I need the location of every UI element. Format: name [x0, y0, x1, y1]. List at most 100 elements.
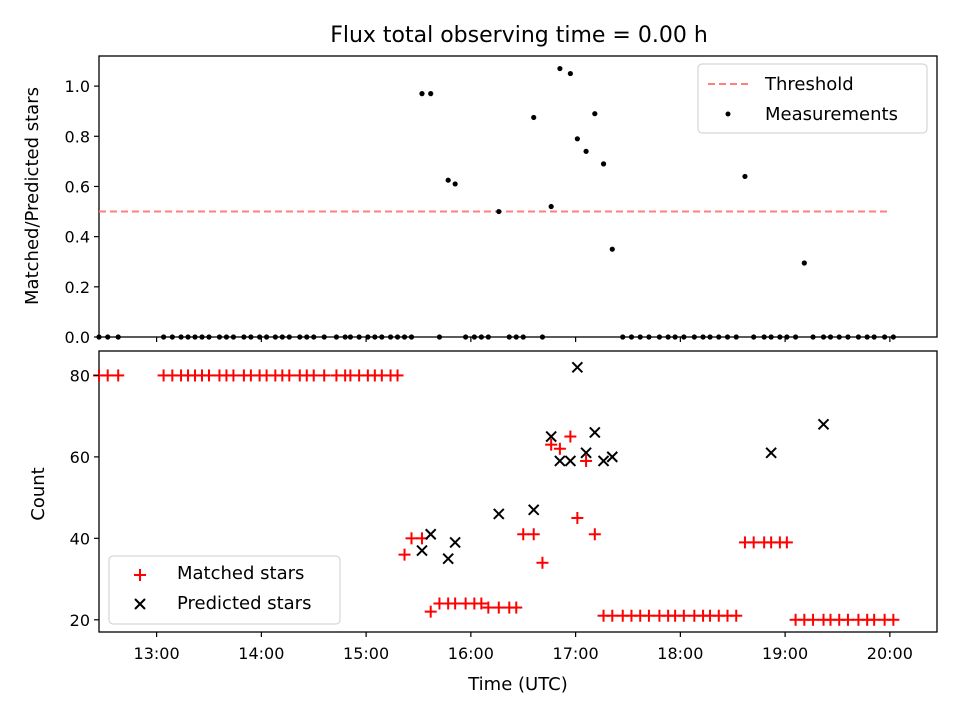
measurement-point [864, 334, 870, 340]
top-legend-box [697, 63, 928, 134]
matched-star-marker [588, 528, 601, 541]
measurement-point [436, 334, 443, 340]
legend-measurements-swatch [725, 111, 731, 117]
predicted-star-marker [817, 418, 830, 431]
measurement-point [557, 65, 563, 72]
measurement-point [394, 334, 401, 340]
matched-star-marker [517, 528, 530, 541]
measurement-point [115, 334, 121, 340]
measurement-point [801, 260, 807, 266]
measurement-point [248, 334, 254, 340]
matched-star-marker [227, 369, 240, 382]
measurement-point [372, 334, 378, 340]
bottom-x-tick-label: 15:00 [343, 644, 389, 663]
bottom-y-tick-label: 20 [70, 611, 90, 630]
bottom-x-tick-label: 18:00 [657, 644, 703, 663]
measurement-point [855, 334, 862, 340]
measurement-point [192, 334, 198, 340]
measurement-point [531, 114, 537, 121]
measurement-point [321, 334, 327, 340]
predicted-star-marker [597, 455, 610, 467]
predicted-star-marker [493, 508, 505, 520]
measurement-point [539, 334, 546, 340]
measurement-point [716, 334, 722, 340]
matched-star-marker [536, 556, 549, 569]
matched-star-marker [398, 548, 411, 561]
measurement-point [478, 334, 484, 340]
top-legend: Threshold Measurements [697, 63, 928, 134]
predicted-star-marker [528, 504, 540, 516]
predicted-star-marker [765, 447, 777, 459]
measurement-point [311, 334, 317, 340]
matched-star-marker [841, 613, 854, 626]
matched-star-marker [283, 369, 296, 382]
measurement-point [733, 334, 739, 340]
matched-star-marker [677, 609, 690, 622]
bottom-x-ticks: 13:00 14:00 15:00 16:00 17:00 18:00 19:00 20:00 [134, 632, 913, 663]
bottom-y-axis-label: Count [28, 467, 49, 520]
matched-star-marker [807, 613, 820, 626]
predicted-star-marker [416, 544, 428, 557]
measurement-point [628, 334, 635, 340]
legend-threshold-label: Threshold [764, 74, 854, 95]
measurement-point [445, 177, 451, 183]
measurement-point [272, 334, 278, 340]
measurement-point [820, 334, 827, 340]
measurement-point [520, 334, 526, 340]
matched-star-marker [510, 601, 523, 614]
measurement-point [230, 334, 237, 340]
matched-star-marker [606, 609, 619, 622]
matched-star-marker [747, 536, 760, 549]
top-y-ticks: 0.0 0.2 0.4 0.6 0.8 1.0 [65, 77, 99, 347]
bottom-x-tick-label: 14:00 [238, 644, 284, 663]
matched-star-marker [642, 609, 655, 622]
matched-star-marker [307, 369, 320, 382]
measurement-point [169, 334, 175, 340]
measurement-point [199, 334, 205, 340]
matched-star-marker [564, 430, 577, 443]
measurement-point [206, 334, 212, 340]
top-y-tick-label: 0.0 [65, 328, 90, 347]
matched-star-marker [101, 369, 114, 382]
measurement-point [567, 70, 573, 77]
measurement-point [583, 148, 589, 154]
measurement-point [304, 334, 310, 340]
measurement-point [297, 334, 303, 340]
measurement-point [574, 136, 580, 142]
top-y-tick-label: 0.8 [65, 127, 90, 146]
bottom-x-tick-label: 16:00 [448, 644, 494, 663]
measurement-point [871, 334, 877, 340]
legend-predicted-label: Predicted stars [177, 593, 311, 614]
x-axis-label: Time (UTC) [467, 674, 568, 695]
matched-star-marker [391, 369, 404, 382]
measurement-point [178, 334, 184, 340]
top-y-tick-label: 0.2 [65, 278, 90, 297]
measurement-point [241, 334, 247, 340]
matched-star-marker [571, 511, 584, 524]
measurement-point [792, 334, 799, 340]
measurement-point [742, 173, 748, 180]
predicted-star-marker [589, 426, 601, 439]
top-y-axis-label: Matched/Predicted stars [22, 87, 43, 305]
measurement-point [216, 334, 223, 340]
legend-measurements-label: Measurements [765, 104, 898, 125]
top-y-tick-label: 0.6 [65, 177, 90, 196]
measurement-point [485, 334, 491, 340]
measurement-point [620, 334, 626, 340]
measurement-point [882, 334, 888, 340]
measurement-point [264, 334, 270, 340]
bottom-y-tick-label: 80 [70, 366, 90, 385]
bottom-x-tick-label: 20:00 [867, 644, 913, 663]
measurement-point [827, 334, 834, 340]
matched-star-marker [545, 438, 558, 451]
bottom-y-tick-label: 60 [70, 448, 90, 467]
bottom-x-tick-label: 19:00 [762, 644, 808, 663]
measurement-point [379, 334, 385, 340]
matched-star-marker [112, 369, 125, 382]
measurement-point [691, 334, 697, 340]
measurement-point [845, 334, 851, 340]
bottom-y-ticks: 20 40 60 80 [70, 366, 99, 630]
predicted-star-marker [554, 455, 566, 467]
top-x-ticks [156, 337, 891, 342]
